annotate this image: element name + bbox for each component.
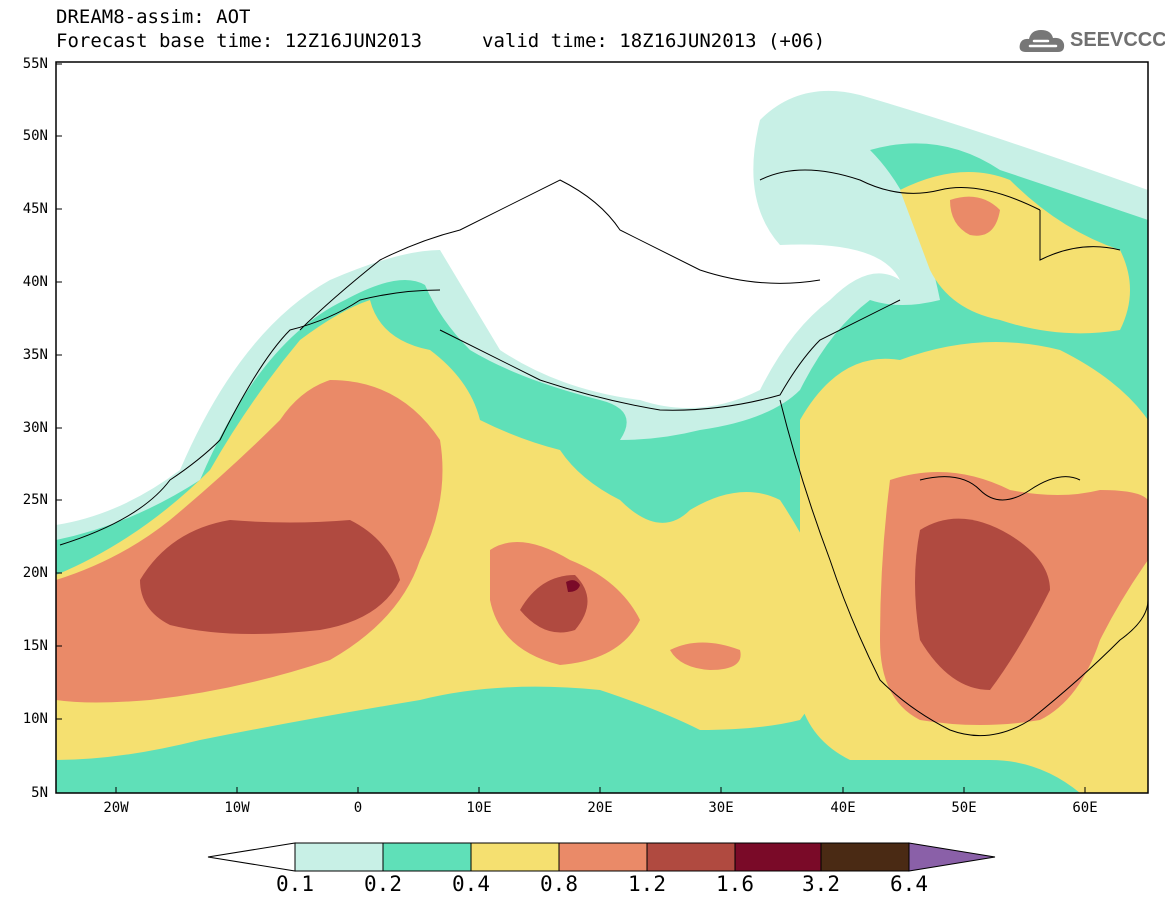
lon-label: 10E [466, 800, 492, 816]
colorbar-segment [558, 842, 648, 872]
colorbar-label: 0.8 [540, 872, 578, 896]
colorbar-segment [646, 842, 736, 872]
colorbar [207, 842, 996, 872]
axis-ticks [56, 63, 1086, 793]
lon-label: 60E [1072, 800, 1098, 816]
coastlines [59, 169, 1148, 737]
forecast-base-time: Forecast base time: 12Z16JUN2013 [56, 30, 423, 52]
lat-label: 35N [22, 347, 48, 363]
lat-label: 15N [22, 638, 48, 654]
lon-label: 0 [353, 800, 363, 816]
lon-label: 10W [224, 800, 250, 816]
colorbar-label: 6.4 [890, 872, 928, 896]
lat-label: 20N [22, 565, 48, 581]
aot-contours [56, 62, 1148, 793]
lat-label: 30N [22, 420, 48, 436]
colorbar-label: 3.2 [802, 872, 840, 896]
lon-label: 30E [708, 800, 734, 816]
lat-label: 40N [22, 274, 48, 290]
cloud-icon [1019, 30, 1065, 52]
colorbar-label: 0.1 [276, 872, 314, 896]
colorbar-label: 0.2 [364, 872, 402, 896]
lat-label: 45N [22, 201, 48, 217]
brand-name: SEEVCCC [1070, 29, 1165, 51]
lon-label: 50E [951, 800, 977, 816]
colorbar-label: 0.4 [452, 872, 490, 896]
brand-logo: SEEVCCC [1018, 26, 1165, 56]
lat-label: 5N [31, 785, 48, 801]
colorbar-label: 1.6 [716, 872, 754, 896]
lon-label: 40E [830, 800, 856, 816]
lat-label: 55N [22, 56, 48, 72]
map-title: DREAM8-assim: AOT [56, 6, 251, 28]
lat-label: 50N [22, 128, 48, 144]
colorbar-segment [734, 842, 822, 872]
lon-label: 20E [587, 800, 613, 816]
valid-time: valid time: 18Z16JUN2013 (+06) [482, 30, 826, 52]
lat-label: 25N [22, 492, 48, 508]
lon-label: 20W [103, 800, 129, 816]
colorbar-label: 1.2 [628, 872, 666, 896]
colorbar-segment [382, 842, 472, 872]
colorbar-segment [207, 842, 296, 872]
colorbar-segment [908, 842, 996, 872]
colorbar-segment [294, 842, 384, 872]
colorbar-segment [820, 842, 910, 872]
colorbar-segment [470, 842, 560, 872]
lat-label: 10N [22, 711, 48, 727]
